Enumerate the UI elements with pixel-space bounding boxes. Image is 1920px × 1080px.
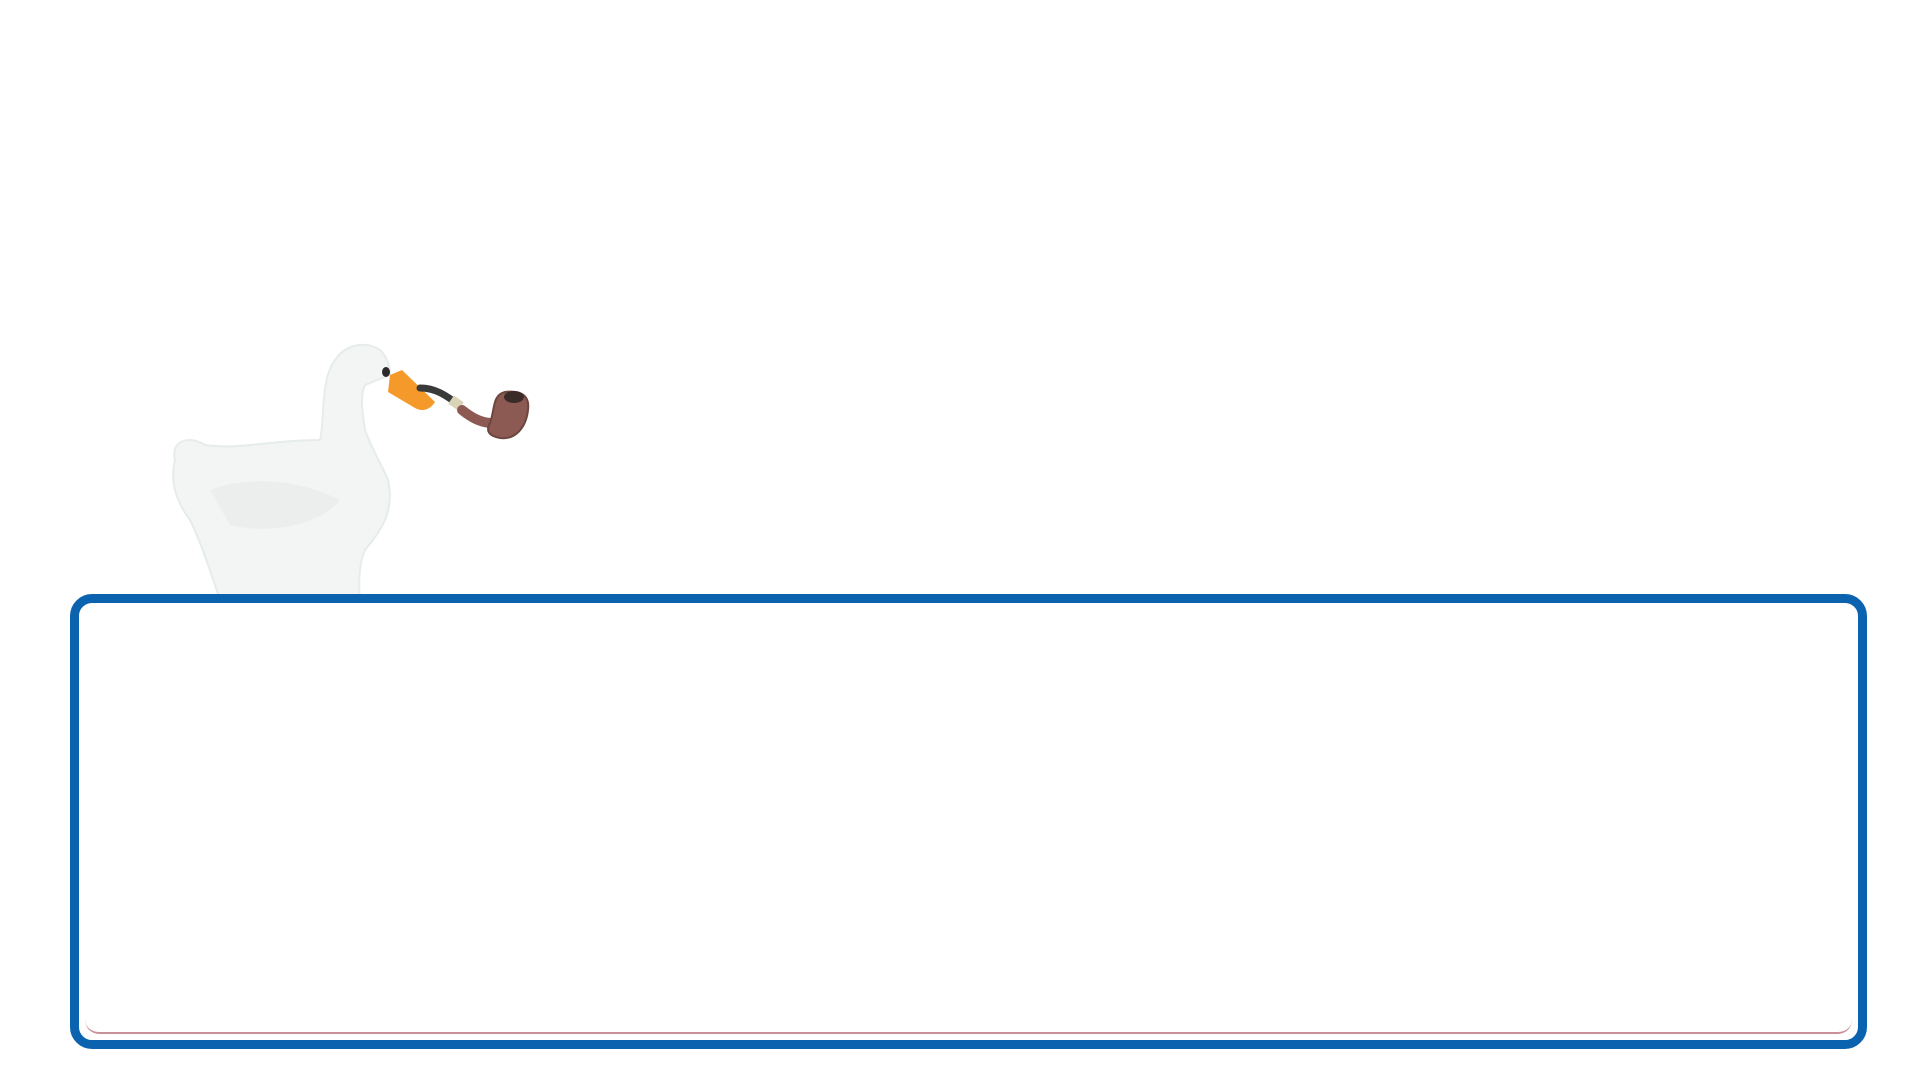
- dialog-box: [70, 594, 1867, 1049]
- goose-with-pipe-icon: [150, 340, 550, 600]
- dialog-inner-frame: [85, 609, 1852, 1034]
